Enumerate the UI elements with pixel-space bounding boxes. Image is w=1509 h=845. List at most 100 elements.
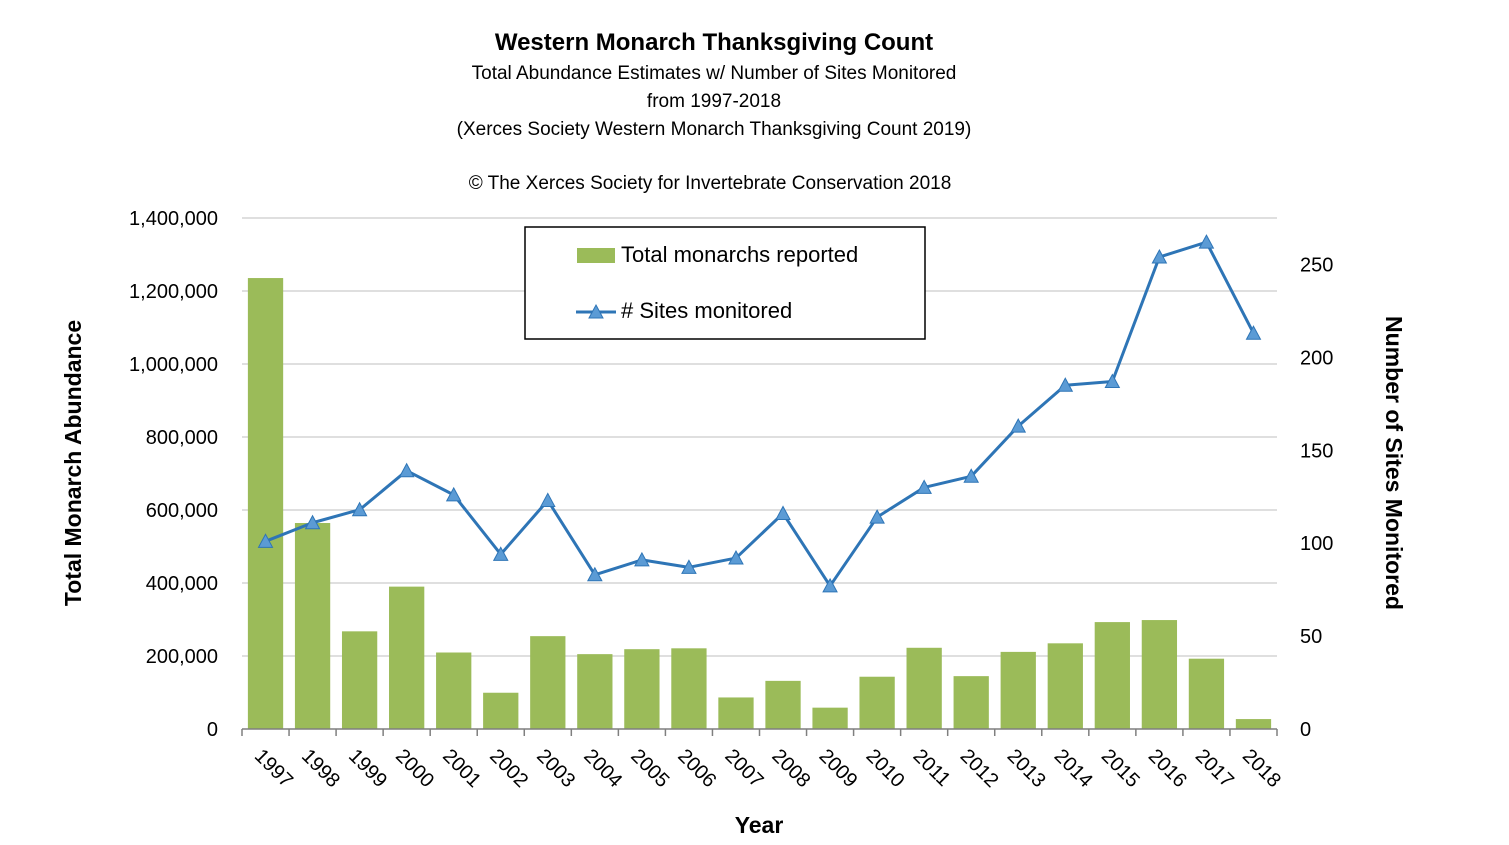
x-tick-label: 1998	[297, 745, 344, 792]
line-marker	[1104, 373, 1121, 389]
bar	[294, 523, 331, 729]
x-tick-label: 2011	[909, 745, 955, 791]
x-tick-label: 2018	[1238, 745, 1285, 792]
bar	[483, 692, 519, 729]
y-left-tick-label: 400,000	[146, 573, 218, 595]
bar	[624, 649, 660, 729]
chart-header: Western Monarch Thanksgiving Count Total…	[457, 29, 972, 194]
bar	[247, 278, 284, 729]
x-tick-label: 2015	[1097, 745, 1144, 792]
line-marker	[1010, 418, 1027, 433]
x-tick-label: 2016	[1144, 745, 1191, 792]
line-marker	[728, 549, 744, 565]
x-tick-label: 2005	[626, 745, 673, 792]
line-marker	[775, 505, 791, 520]
y-right-tick-label: 250	[1300, 254, 1333, 276]
line-marker	[351, 501, 368, 517]
y-left-tick-label: 1,000,000	[129, 354, 218, 376]
x-tick-label: 2009	[815, 745, 862, 792]
legend: Total monarchs reported # Sites monitore…	[524, 226, 926, 340]
x-tick-label: 2012	[956, 745, 1003, 792]
x-tick-label: 1997	[250, 745, 297, 792]
bar	[859, 676, 895, 729]
x-axis-title: Year	[735, 812, 784, 838]
bar	[1000, 651, 1036, 729]
y-left-tick-label: 1,400,000	[129, 208, 218, 230]
x-tick-label: 2002	[485, 745, 532, 792]
chart-subtitle-3: (Xerces Society Western Monarch Thanksgi…	[457, 119, 972, 140]
line-marker	[445, 486, 462, 502]
y-left-tick-label: 0	[207, 719, 218, 741]
bar	[341, 631, 378, 729]
y-axis-left-title: Total Monarch Abundance	[60, 320, 86, 606]
legend-bar-label: Total monarchs reported	[621, 242, 858, 267]
bar	[1141, 620, 1178, 729]
line-marker	[1245, 325, 1262, 340]
x-tick-label: 2001	[438, 745, 485, 792]
line-marker	[539, 492, 556, 507]
x-tick-label: 2004	[579, 745, 626, 792]
left-axis-ticks: 0 200,000 400,000 600,000 800,000 1,000,000 1,…	[129, 208, 218, 741]
line-marker	[822, 577, 838, 593]
legend-line-label: # Sites monitored	[621, 298, 792, 323]
chart-title: Western Monarch Thanksgiving Count	[495, 29, 933, 56]
bar	[1235, 719, 1272, 729]
sites-line	[264, 240, 1255, 588]
x-tick-label: 2006	[673, 745, 720, 792]
line-marker	[963, 468, 980, 483]
right-axis-ticks: 0 50 100 150 200 250	[1300, 254, 1333, 741]
x-tick-label: 2008	[767, 745, 814, 792]
bar	[718, 697, 754, 729]
bar-series	[247, 278, 1272, 729]
y-left-tick-label: 1,200,000	[129, 281, 218, 303]
line-marker	[1151, 248, 1168, 264]
x-tick-label: 2014	[1050, 745, 1097, 792]
line-marker	[634, 551, 650, 567]
y-left-tick-label: 200,000	[146, 646, 218, 668]
x-tick-label: 2010	[862, 745, 909, 792]
x-tick-label: 2003	[532, 745, 579, 792]
line-marker	[257, 533, 274, 548]
line-series	[257, 234, 1262, 593]
bar	[1094, 622, 1130, 729]
line-marker	[398, 462, 415, 478]
y-axis-right-title: Number of Sites Monitored	[1381, 316, 1407, 610]
bar	[953, 676, 989, 729]
y-right-tick-label: 100	[1300, 533, 1333, 555]
line-marker	[1198, 234, 1215, 249]
x-tick-label: 2007	[720, 745, 767, 792]
x-tick-label: 2017	[1191, 745, 1238, 792]
bar	[671, 648, 707, 729]
line-marker	[916, 479, 932, 494]
y-left-tick-label: 600,000	[146, 500, 218, 522]
bar	[765, 680, 801, 729]
legend-bar-swatch	[577, 248, 615, 263]
bar	[1188, 658, 1225, 729]
line-marker	[681, 559, 697, 574]
chart-subtitle-1: Total Abundance Estimates w/ Number of S…	[472, 63, 957, 84]
bar	[1047, 643, 1083, 729]
bar	[906, 647, 942, 729]
line-marker	[1057, 377, 1074, 392]
y-right-tick-label: 150	[1300, 440, 1333, 462]
y-right-tick-label: 50	[1300, 626, 1322, 648]
chart-subtitle-2: from 1997-2018	[647, 91, 781, 112]
x-tick-label: 2000	[391, 745, 438, 792]
bar	[389, 586, 425, 729]
x-axis: 1997 1998 1999 2000 2001 2002 2003 2004 2005 2006…	[241, 728, 1285, 792]
bar	[577, 654, 613, 729]
bar	[812, 707, 848, 729]
y-right-tick-label: 200	[1300, 347, 1333, 369]
line-marker	[587, 566, 603, 582]
x-tick-label: 1999	[344, 745, 391, 792]
x-tick-label: 2013	[1003, 745, 1050, 792]
y-right-tick-label: 0	[1300, 719, 1311, 741]
y-left-tick-label: 800,000	[146, 427, 218, 449]
bar	[436, 652, 472, 729]
legend-line-marker	[588, 303, 604, 319]
line-marker	[492, 546, 509, 561]
bar	[530, 636, 566, 729]
line-marker	[869, 509, 885, 524]
chart-copyright: © The Xerces Society for Invertebrate Co…	[469, 173, 952, 194]
